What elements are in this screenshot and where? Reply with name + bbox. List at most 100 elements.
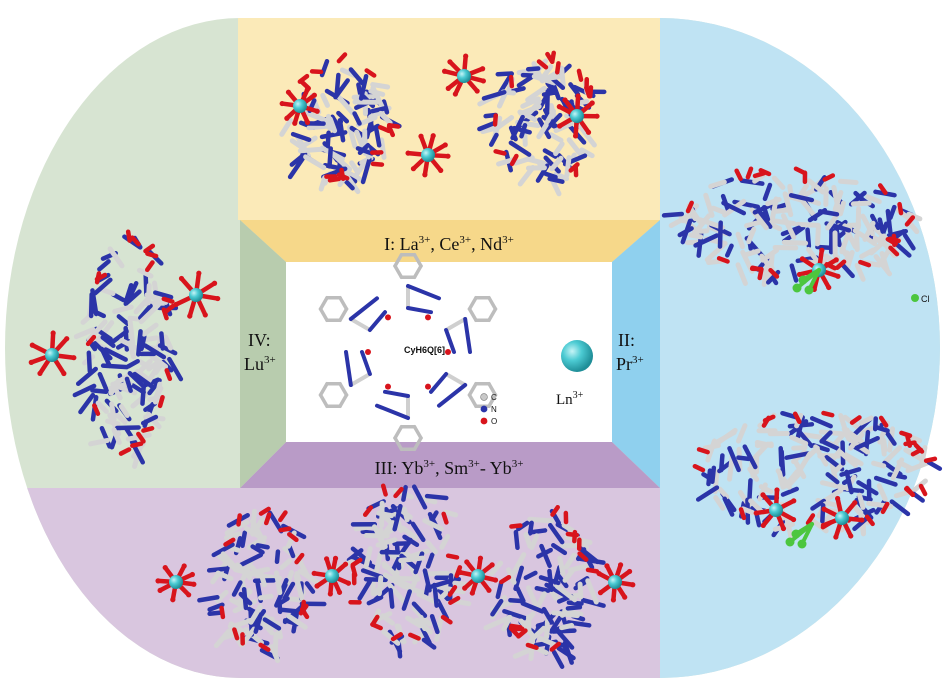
bond: [380, 483, 388, 497]
bond: [685, 239, 701, 246]
bond: [868, 241, 884, 256]
bond: [100, 335, 116, 348]
bond: [746, 226, 757, 245]
bond: [877, 183, 888, 196]
oxygen-atom: [489, 562, 495, 568]
bond: [348, 67, 365, 86]
chloride-atom: [792, 283, 802, 293]
bond: [267, 510, 284, 534]
oxygen-atom: [196, 270, 202, 276]
bond: [661, 211, 685, 218]
bond: [549, 155, 564, 172]
bond: [556, 630, 575, 650]
bond: [364, 68, 377, 78]
bond: [566, 137, 584, 158]
oxygen-atom: [760, 522, 766, 529]
bond: [748, 498, 765, 515]
oxygen-atom: [314, 108, 320, 114]
bond: [337, 118, 346, 143]
bond: [376, 575, 384, 597]
bond: [492, 115, 515, 133]
bond: [502, 609, 528, 621]
region-i-metal-top: [441, 53, 486, 97]
bond: [902, 232, 916, 251]
region-iii-metal-2: [311, 555, 352, 597]
bond: [525, 66, 541, 72]
bond: [241, 586, 249, 611]
bond: [103, 347, 128, 362]
bond: [250, 544, 265, 555]
bond: [549, 50, 556, 64]
bond: [269, 644, 281, 664]
bond: [72, 383, 97, 398]
region-iii-label: III: Yb3+, Sm3+- Yb3+: [375, 458, 524, 478]
bond: [821, 410, 835, 418]
cb6-macrocycle: [344, 284, 472, 420]
bond: [490, 598, 504, 617]
oxygen-atom: [314, 583, 320, 589]
bond: [515, 586, 526, 604]
bond: [392, 503, 403, 532]
bond: [273, 570, 283, 596]
bond: [713, 427, 738, 447]
bond: [379, 137, 387, 160]
oxygen-atom: [833, 534, 839, 540]
bond: [357, 579, 373, 601]
bond: [888, 204, 897, 220]
oxygen-atom: [575, 93, 581, 99]
bond: [555, 572, 569, 589]
oxygen-atom: [630, 582, 636, 588]
oxygen-atom: [304, 86, 310, 93]
bond: [262, 617, 282, 631]
bond: [350, 557, 363, 568]
bond: [325, 130, 331, 149]
oxygen-atom: [292, 120, 298, 126]
bond: [806, 246, 820, 265]
bond: [358, 73, 369, 101]
bond: [206, 566, 229, 573]
bond: [516, 628, 528, 639]
bond: [821, 487, 844, 504]
bond: [422, 570, 450, 577]
bond: [713, 495, 726, 511]
bond: [837, 200, 846, 217]
bond: [919, 445, 928, 467]
bond: [213, 628, 232, 649]
bond: [383, 389, 410, 398]
region-i-label-frame: [240, 220, 660, 262]
region-ii-ion: Pr3+: [616, 354, 644, 374]
bond: [747, 478, 753, 504]
oxygen-atom: [187, 313, 193, 319]
nitrogen-atom-icon: [480, 405, 488, 413]
bond: [253, 612, 263, 634]
bond: [838, 178, 859, 185]
bond: [248, 604, 263, 625]
region-ii-numeral: II:: [618, 330, 635, 350]
bond: [886, 228, 909, 238]
oxygen-atom: [477, 555, 484, 561]
oxygen-atom: [50, 330, 56, 336]
bond: [493, 149, 507, 156]
bond: [378, 125, 391, 134]
oxygen-atom: [859, 517, 865, 523]
bond: [838, 413, 850, 440]
bond: [882, 445, 903, 465]
bond: [286, 613, 308, 630]
bond: [95, 400, 109, 414]
region-iii-cage-1: [197, 506, 327, 664]
bond: [862, 220, 876, 242]
bond: [840, 262, 855, 279]
bond: [878, 415, 889, 428]
bond: [553, 141, 565, 157]
oxygen-atom: [474, 88, 480, 94]
region-iv-ion: Lu3+: [244, 354, 276, 374]
bond: [869, 223, 889, 241]
bond: [370, 161, 385, 167]
bond: [903, 440, 917, 447]
bond: [781, 239, 809, 246]
bond: [813, 444, 829, 467]
bond: [448, 595, 461, 605]
bond: [293, 573, 305, 601]
oxygen-atom: [852, 500, 858, 506]
bond: [405, 615, 424, 629]
